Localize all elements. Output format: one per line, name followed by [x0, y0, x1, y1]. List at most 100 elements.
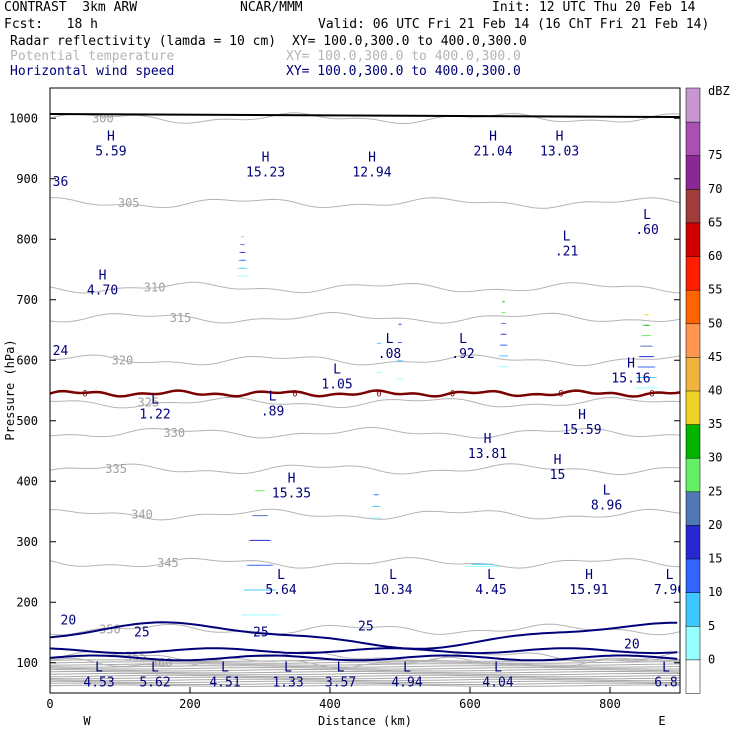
reflectivity-cell [500, 333, 508, 335]
colorbar-level-label: 70 [708, 182, 722, 196]
colorbar-swatch [685, 457, 701, 493]
y-tick-label: 300 [16, 535, 38, 549]
reflectivity-cell [465, 566, 501, 567]
reflectivity-cell [370, 517, 382, 519]
extremum-value: 5.64 [265, 583, 296, 598]
wind-speed-contour [50, 647, 678, 655]
reflectivity-cell [643, 314, 650, 316]
extremum-marker: L [269, 390, 277, 405]
theta-contour-line [50, 354, 680, 367]
theta-contour-line [50, 426, 680, 439]
colorbar-swatch [685, 390, 701, 425]
extremum-value: 3.57 [325, 676, 356, 691]
extremum-value: 15 [550, 468, 566, 483]
reflectivity-cell [376, 342, 382, 344]
wind-contour-label: 25 [358, 619, 374, 634]
colorbar-level-label: 65 [708, 215, 722, 229]
colorbar-swatch [685, 423, 701, 459]
theta-contour-line [50, 311, 680, 324]
extremum-marker: L [95, 661, 103, 676]
zero-line-label: 0 [450, 390, 455, 400]
extremum-marker: H [368, 151, 376, 166]
zero-line-label: 0 [558, 390, 563, 400]
west-endpoint-label: W [83, 714, 91, 728]
extremum-value: 12.94 [352, 166, 391, 181]
extremum-value: 13.81 [468, 447, 507, 462]
extremum-value: 1.22 [139, 408, 170, 423]
theta-band-line [50, 665, 680, 668]
colorbar-level-label: 30 [708, 451, 722, 465]
theta-band-line [50, 672, 680, 676]
field-name-theta: Potential temperature [10, 49, 175, 64]
theta-band-line [50, 667, 680, 670]
extremum-value: 6.8 [654, 676, 677, 691]
reflectivity-cell [502, 301, 505, 303]
extremum-marker: H [578, 408, 586, 423]
extremum-marker: H [554, 453, 562, 468]
zero-line-label: 0 [376, 390, 381, 400]
field-name-reflectivity: Radar reflectivity (lamda = 10 cm) [10, 34, 277, 49]
extremum-marker: L [666, 568, 674, 583]
extremum-marker: L [389, 568, 397, 583]
reflectivity-cell [246, 564, 274, 566]
extremum-marker: L [643, 208, 651, 223]
reflectivity-cell [635, 377, 657, 378]
reflectivity-cell [396, 360, 404, 362]
reflectivity-cell [501, 312, 506, 313]
colorbar-swatch [685, 323, 701, 358]
wind-contour-label: 25 [134, 626, 150, 641]
extremum-value: 15.91 [569, 583, 608, 598]
extremum-value: 21.04 [474, 145, 513, 160]
extremum-value: 1.05 [321, 377, 352, 392]
field-xy-reflectivity: XY= 100.0,300.0 to 400.0,300.0 [292, 34, 527, 49]
theta-band-line [50, 678, 680, 682]
extremum-marker: L [459, 332, 467, 347]
theta-contour-line [50, 396, 680, 409]
colorbar-level-label: 20 [708, 518, 722, 532]
colorbar-swatch [685, 154, 701, 190]
colorbar-swatch [685, 222, 701, 257]
colorbar-level-label: 55 [708, 283, 722, 297]
reflectivity-cell [637, 366, 656, 368]
field-xy-theta: XY= 100.0,300.0 to 400.0,300.0 [286, 49, 521, 64]
extremum-value: 24 [53, 344, 69, 359]
extremum-marker: H [262, 151, 270, 166]
reflectivity-cell [249, 539, 271, 541]
forecast-hour: Fcst: 18 h [4, 17, 98, 32]
theta-contour-line [50, 112, 680, 124]
extremum-value: .21 [555, 244, 578, 259]
colorbar-swatch [685, 356, 701, 392]
colorbar-level-label: 45 [708, 350, 722, 364]
x-axis-title: Distance (km) [318, 714, 412, 728]
reflectivity-cell [642, 324, 651, 326]
zero-line-label: 0 [82, 390, 87, 400]
colorbar-level-label: 0 [708, 652, 715, 666]
reflectivity-cell [500, 322, 507, 324]
theta-band-line [50, 684, 680, 688]
extremum-marker: L [337, 661, 345, 676]
theta-contour-line [50, 656, 680, 669]
extremum-marker: L [333, 362, 341, 377]
field-name-wind: Horizontal wind speed [10, 64, 175, 79]
reflectivity-cell [634, 387, 659, 389]
colorbar-swatch [685, 659, 701, 694]
wind-speed-contour [50, 654, 678, 662]
theta-contour-line [50, 557, 680, 569]
extremum-value: 7.96 [654, 583, 685, 598]
extremum-value: 15.59 [562, 423, 601, 438]
theta-contour-line [50, 463, 680, 476]
colorbar-level-label: 35 [708, 417, 722, 431]
y-tick-label: 500 [16, 414, 38, 428]
colorbar-level-label: 75 [708, 148, 722, 162]
theta-band-line [50, 674, 680, 678]
zero-line-label: 0 [292, 390, 297, 400]
extremum-marker: L [662, 661, 670, 676]
theta-contour-label: 340 [131, 508, 153, 522]
theta-contour-line [50, 281, 680, 294]
y-tick-label: 900 [16, 172, 38, 186]
extremum-value: 4.51 [209, 676, 240, 691]
y-tick-label: 200 [16, 595, 38, 609]
extremum-marker: L [386, 332, 394, 347]
